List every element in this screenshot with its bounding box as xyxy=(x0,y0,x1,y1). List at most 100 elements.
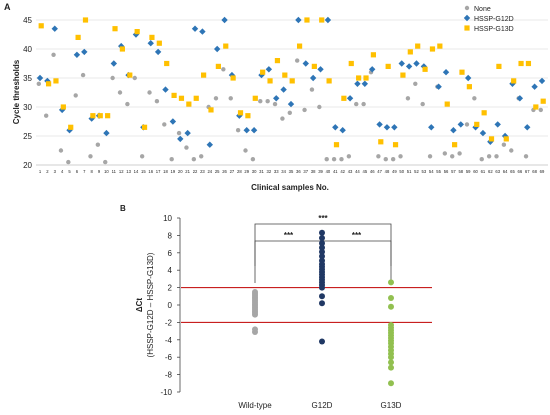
x-tick-label: 67 xyxy=(525,169,530,174)
data-point xyxy=(319,229,325,236)
significance-label: *** xyxy=(284,231,294,240)
x-tick-label: 32 xyxy=(267,169,272,174)
x-tick-label: 69 xyxy=(540,169,545,174)
data-point xyxy=(319,253,325,260)
data-point-circle xyxy=(147,90,152,95)
x-tick-label: 38 xyxy=(311,169,316,174)
data-point-square xyxy=(356,75,362,81)
data-point-square xyxy=(466,84,472,90)
data-point xyxy=(319,244,325,251)
data-point-diamond xyxy=(154,48,162,56)
data-point-diamond xyxy=(295,16,302,24)
data-point-square xyxy=(415,43,421,49)
data-point-circle xyxy=(184,145,189,150)
data-point-circle xyxy=(280,116,285,121)
data-point xyxy=(319,293,325,300)
y-tick-label: 2 xyxy=(168,284,173,293)
x-tick-label: 50 xyxy=(399,169,404,174)
data-point-diamond xyxy=(450,127,457,134)
x-tick-label: 39 xyxy=(318,169,323,174)
legend-label: HSSP-G13D xyxy=(474,26,514,33)
data-point-circle xyxy=(199,154,204,159)
data-point-circle xyxy=(125,101,130,107)
data-point-circle xyxy=(302,107,307,113)
data-point-square xyxy=(97,113,103,119)
panel-a-points xyxy=(36,16,546,165)
x-tick-label: G13D xyxy=(381,401,402,410)
panel-b-x-ticks: Wild-type G12D G13D xyxy=(238,401,401,410)
data-point-circle xyxy=(272,101,278,107)
x-tick-label: G12D xyxy=(312,401,333,410)
legend-marker-square xyxy=(464,25,470,31)
data-point-diamond xyxy=(103,129,110,137)
data-point-diamond xyxy=(339,127,346,134)
x-tick-label: 47 xyxy=(377,169,382,174)
y-tick-label: 20 xyxy=(23,161,32,170)
data-point-circle xyxy=(324,157,329,162)
y-tick-label: 6 xyxy=(168,249,173,258)
data-point-square xyxy=(304,17,310,23)
significance-label: *** xyxy=(318,214,328,223)
data-point-square xyxy=(105,113,111,119)
data-point-square xyxy=(119,46,126,52)
x-tick-label: 30 xyxy=(252,169,257,174)
data-point-diamond xyxy=(243,127,250,134)
data-point-square xyxy=(90,113,96,119)
significance-bracket xyxy=(254,223,392,266)
data-point-square xyxy=(363,75,369,81)
data-point-square xyxy=(289,78,295,84)
data-point xyxy=(319,338,325,345)
data-point-circle xyxy=(420,101,425,107)
data-point-diamond xyxy=(213,45,221,53)
data-point-circle xyxy=(162,122,167,127)
x-tick-label: 13 xyxy=(126,169,131,174)
data-point-diamond xyxy=(177,135,184,143)
x-tick-label: 3 xyxy=(54,169,57,174)
data-point-circle xyxy=(405,96,411,101)
data-point-square xyxy=(164,60,170,67)
x-tick-label: Wild-type xyxy=(238,401,272,410)
data-point-circle xyxy=(501,142,507,147)
x-tick-label: 46 xyxy=(370,169,375,174)
y-tick-label: 8 xyxy=(168,231,173,240)
x-tick-label: 9 xyxy=(98,169,101,174)
panel-a-label: A xyxy=(4,2,11,12)
x-tick-label: 60 xyxy=(473,169,478,174)
data-point-circle xyxy=(390,157,396,162)
data-point-diamond xyxy=(110,60,118,67)
data-point xyxy=(388,279,394,286)
data-point-square xyxy=(208,107,214,113)
data-point-square xyxy=(525,60,532,67)
x-tick-label: 5 xyxy=(68,169,71,174)
x-tick-label: 62 xyxy=(488,169,493,174)
x-tick-label: 31 xyxy=(259,169,264,174)
data-point-diamond xyxy=(199,28,206,35)
data-point-square xyxy=(385,63,391,69)
panel-a-y-axis-label: Cycle thresholds xyxy=(12,59,21,124)
y-tick-label: -4 xyxy=(165,336,173,345)
data-point-square xyxy=(215,63,221,69)
panel-b-y-axis-label: ΔCt xyxy=(135,298,144,313)
data-point-square xyxy=(496,63,502,69)
x-tick-label: 4 xyxy=(61,169,64,174)
data-point-circle xyxy=(258,99,263,104)
data-point-circle xyxy=(309,87,315,92)
data-point-circle xyxy=(317,104,322,110)
data-point-square xyxy=(75,34,81,40)
data-point-circle xyxy=(494,154,499,159)
data-point-square xyxy=(407,49,413,55)
data-point-circle xyxy=(265,99,270,104)
data-point xyxy=(252,311,258,318)
panel-a-x-axis-label: Clinical samples No. xyxy=(251,183,329,192)
x-tick-label: 57 xyxy=(451,169,456,174)
data-point-diamond xyxy=(118,42,125,50)
x-tick-label: 17 xyxy=(156,169,161,174)
data-point-square xyxy=(503,136,509,142)
data-point-diamond xyxy=(184,129,191,137)
data-point-square xyxy=(392,142,399,148)
x-tick-label: 45 xyxy=(362,169,367,174)
panel-b-label: B xyxy=(120,204,126,213)
significance-bracket xyxy=(321,240,392,283)
data-point-square xyxy=(274,58,281,64)
data-point-diamond xyxy=(346,95,354,102)
